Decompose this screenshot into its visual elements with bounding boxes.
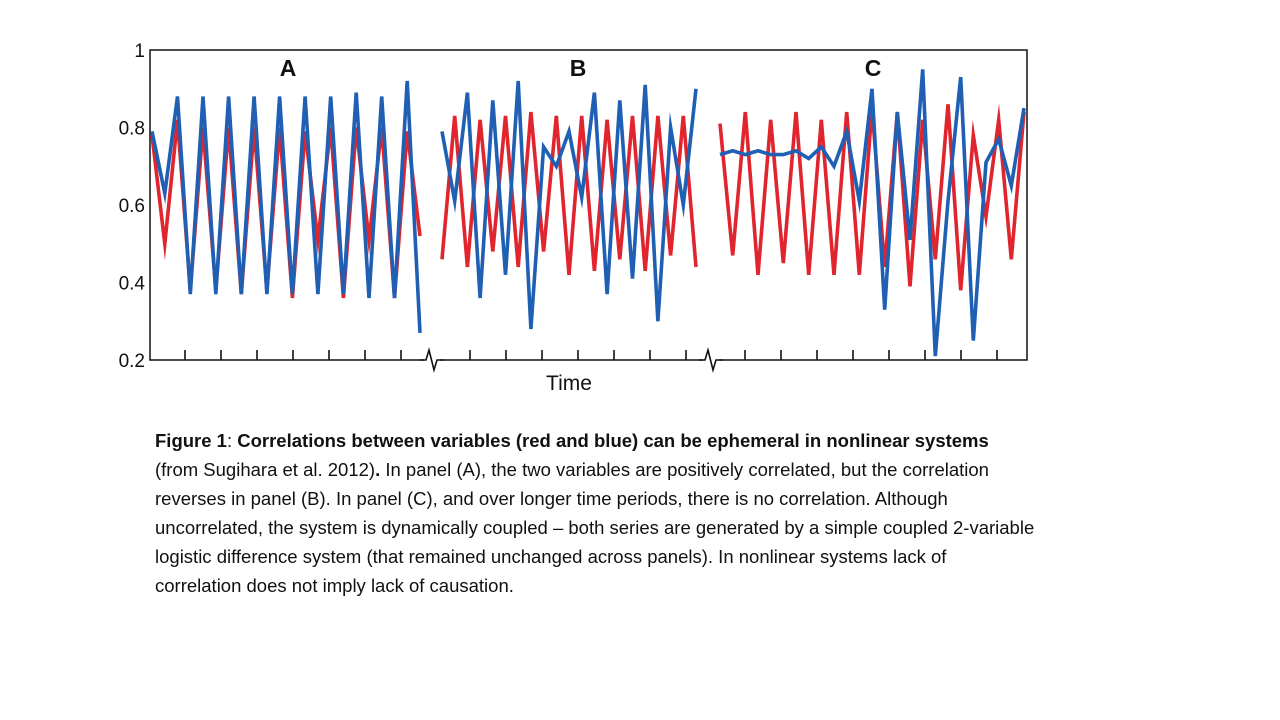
x-axis-ticks bbox=[184, 350, 998, 360]
blue-series-line bbox=[440, 80, 698, 330]
y-tick-label: 1 bbox=[134, 41, 145, 62]
y-axis-tick-labels: 0.2 0.4 0.6 0.8 1 bbox=[119, 41, 146, 372]
caption-headline: Correlations between variables (red and … bbox=[237, 430, 989, 451]
ephemeral-correlation-chart: 0.2 0.4 0.6 0.8 1 A B C Time bbox=[119, 41, 1028, 395]
y-tick-label: 0.6 bbox=[119, 196, 145, 217]
x-axis-title: Time bbox=[546, 372, 592, 395]
red-series-line bbox=[440, 111, 698, 275]
panel-labels: A B C bbox=[280, 55, 882, 81]
blue-series-line bbox=[719, 69, 1026, 357]
series-lines bbox=[150, 69, 1026, 357]
caption-source: (from Sugihara et al. 2012) bbox=[155, 459, 376, 480]
blue-series-line bbox=[150, 80, 422, 333]
axis-break-zigzag bbox=[699, 346, 723, 374]
caption-body: In panel (A), the two variables are posi… bbox=[155, 459, 1035, 596]
axis-break-zigzag bbox=[420, 346, 444, 374]
figure-caption: Figure 1: Correlations between variables… bbox=[155, 426, 1035, 600]
panel-label: B bbox=[570, 55, 587, 81]
caption-figure-number: Figure 1 bbox=[155, 430, 227, 451]
axis-breaks bbox=[420, 346, 723, 374]
panel-label: C bbox=[865, 55, 882, 81]
panel-label: A bbox=[280, 55, 297, 81]
y-tick-label: 0.2 bbox=[119, 351, 145, 372]
y-tick-label: 0.4 bbox=[119, 274, 146, 295]
plot-frame bbox=[149, 49, 1028, 361]
caption-colon: : bbox=[226, 430, 238, 451]
y-tick-label: 0.8 bbox=[119, 119, 145, 140]
caption-period: . bbox=[375, 459, 381, 480]
